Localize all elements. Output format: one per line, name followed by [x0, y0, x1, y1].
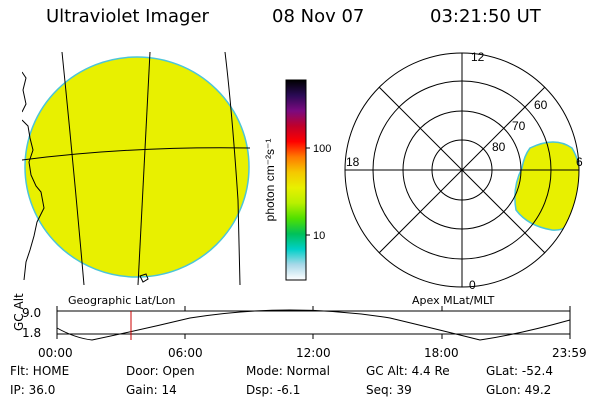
instrument-title: Ultraviolet Imager: [46, 6, 209, 27]
mlat-60-label: 60: [534, 98, 548, 112]
parallel-1: [22, 147, 250, 161]
mlt-18-label: 18: [346, 155, 360, 169]
status-gain: Gain: 14: [126, 383, 177, 397]
mlt-6-label: 6: [576, 155, 583, 169]
xtick-label-4: 23:59: [552, 346, 587, 360]
colorbar-label-10: 10: [313, 230, 325, 242]
status-ip: IP: 36.0: [10, 383, 56, 397]
status-mode: Mode: Normal: [246, 364, 330, 378]
status-seq: Seq: 39: [366, 383, 412, 397]
time-label: 03:21:50 UT: [430, 6, 541, 27]
geo-map-caption: Geographic Lat/Lon: [68, 294, 176, 307]
geo-map: [22, 51, 250, 285]
altitude-ymax: 9.0: [22, 306, 42, 320]
xtick-label-0: 00:00: [38, 346, 73, 360]
date-label: 08 Nov 07: [272, 6, 365, 27]
mlt-0-label: 0: [469, 278, 476, 292]
polar-map-caption: Apex MLat/MLT: [412, 294, 495, 307]
meridian-1: [61, 51, 85, 285]
coastline-east: [22, 71, 27, 113]
altitude-curve: [56, 309, 571, 341]
colorbar-unit-label: photon cm⁻²s⁻¹: [263, 139, 277, 222]
island: [139, 273, 149, 283]
xtick-label-1: 06:00: [168, 346, 203, 360]
meridian-3: [224, 51, 241, 285]
colorbar-label-100: 100: [313, 143, 331, 155]
mlt-12-label: 12: [471, 50, 485, 64]
xtick-label-3: 18:00: [424, 346, 459, 360]
geo-emission-disk: [24, 56, 250, 278]
colorbar: [285, 79, 307, 281]
status-glon: GLon: 49.2: [486, 383, 552, 397]
polar-map: 12 18 6 0 60 70 80: [344, 50, 583, 292]
altitude-ymin: 1.8: [22, 326, 42, 340]
status-flt: Flt: HOME: [10, 364, 70, 378]
coastline: [22, 119, 45, 281]
xtick-label-2: 12:00: [296, 346, 331, 360]
status-door: Door: Open: [126, 364, 195, 378]
polar-diag-2: [378, 86, 546, 254]
status-dsp: Dsp: -6.1: [246, 383, 301, 397]
polar-emission-region: [514, 141, 579, 231]
mlat-80-label: 80: [492, 140, 506, 154]
meridian-2: [137, 51, 151, 285]
status-glat: GLat: -52.4: [486, 364, 553, 378]
altitude-plot: [56, 306, 571, 341]
mlat-70-label: 70: [512, 119, 526, 133]
status-gc-alt: GC Alt: 4.4 Re: [366, 364, 450, 378]
